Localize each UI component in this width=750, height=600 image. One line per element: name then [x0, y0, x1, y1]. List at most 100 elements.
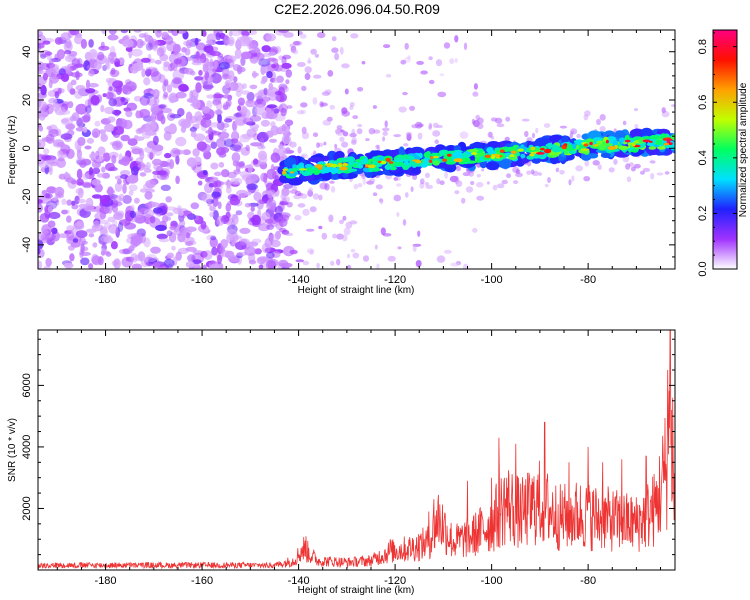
- spectrogram-noise-blob: [309, 249, 314, 255]
- spectrogram-noise-blob: [180, 230, 187, 239]
- spectrogram-noise-blob: [434, 139, 439, 144]
- spectrogram-noise-blob: [76, 178, 84, 186]
- spectrogram-noise-blob: [294, 214, 302, 221]
- spectrogram-signal-blob: [326, 164, 332, 168]
- spectrogram-noise-blob: [38, 260, 43, 269]
- spectrogram-signal-blob: [287, 177, 303, 186]
- spectrogram-noise-blob: [285, 119, 294, 126]
- spectrogram-noise-blob: [38, 109, 46, 121]
- spectrogram-noise-blob: [261, 45, 271, 53]
- spectrogram-noise-blob: [182, 149, 191, 156]
- spectrogram-noise-blob: [227, 180, 232, 189]
- spectrogram-noise-blob: [252, 70, 257, 79]
- spectrogram-noise-blob: [465, 186, 474, 193]
- spectrogram-noise-blob: [330, 260, 335, 266]
- spectrogram-noise-blob: [274, 90, 283, 96]
- spectrogram-signal-blob: [544, 148, 552, 154]
- spectrogram-noise-blob: [230, 178, 240, 185]
- spectrogram-noise-blob: [149, 89, 161, 96]
- spectrogram-noise-blob: [75, 187, 84, 195]
- y-tick-label: 0: [21, 145, 33, 151]
- spectrogram-noise-blob: [245, 144, 250, 152]
- spectrogram-noise-blob: [202, 30, 207, 37]
- spectrogram-noise-blob: [473, 83, 478, 90]
- spectrogram-noise-blob: [599, 114, 606, 121]
- spectrogram-noise-blob: [138, 108, 151, 119]
- spectrogram-noise-blob: [92, 167, 101, 175]
- spectrogram-noise-blob: [69, 30, 80, 36]
- spectrogram-noise-blob: [113, 258, 121, 269]
- spectrogram-noise-blob: [277, 30, 290, 34]
- spectrogram-noise-blob: [472, 91, 479, 97]
- spectrogram-noise-blob: [229, 232, 239, 244]
- spectrogram-noise-blob: [150, 112, 156, 123]
- spectrogram-noise-blob: [571, 175, 575, 182]
- spectrogram-noise-blob: [164, 152, 172, 159]
- spectrogram-noise-blob: [405, 192, 409, 198]
- spectrogram-noise-blob: [372, 105, 377, 109]
- spectrogram-noise-blob: [240, 90, 251, 95]
- spectrogram-noise-blob: [133, 134, 139, 140]
- spectrogram-noise-blob: [147, 68, 152, 76]
- spectrogram-noise-blob: [302, 208, 310, 216]
- spectrogram-noise-blob: [44, 193, 53, 199]
- spectrogram-noise-blob: [428, 56, 433, 61]
- spectrogram-noise-blob: [538, 172, 542, 176]
- spectrogram-noise-blob: [139, 172, 147, 177]
- spectrogram-signal-blob: [384, 164, 392, 171]
- spectrogram-noise-blob: [40, 84, 47, 96]
- spectrogram-noise-blob: [476, 181, 484, 188]
- spectrogram-noise-blob: [82, 126, 88, 133]
- spectrogram-noise-blob: [425, 184, 434, 189]
- spectrogram-noise-blob: [167, 30, 174, 34]
- spectrogram-xlabel: Height of straight line (km): [298, 285, 415, 296]
- x-tick-label: -160: [191, 575, 213, 587]
- spectrogram-noise-blob: [87, 98, 92, 108]
- spectrogram-noise-blob: [297, 146, 302, 154]
- spectrogram-signal-blob: [339, 166, 348, 171]
- spectrogram-noise-blob: [259, 91, 264, 97]
- spectrogram-noise-blob: [362, 177, 366, 186]
- spectrogram-noise-blob: [592, 160, 600, 166]
- spectrogram-noise-blob: [201, 193, 212, 203]
- spectrogram-noise-blob: [51, 57, 61, 63]
- spectrogram-noise-blob: [260, 119, 270, 127]
- spectrogram-noise-blob: [197, 180, 203, 186]
- spectrogram-signal-blob: [587, 153, 599, 159]
- spectrogram-noise-blob: [238, 160, 246, 169]
- spectrogram-noise-blob: [179, 219, 186, 228]
- spectrogram-noise-blob: [642, 167, 651, 172]
- spectrogram-noise-blob: [481, 168, 485, 172]
- spectrogram-noise-blob: [210, 162, 219, 170]
- spectrogram-noise-blob: [60, 133, 73, 140]
- spectrogram-signal-blob: [540, 147, 545, 151]
- spectrogram-noise-blob: [265, 218, 274, 224]
- spectrogram-noise-blob: [158, 104, 167, 109]
- spectrogram-noise-blob: [213, 59, 218, 70]
- spectrogram-noise-blob: [149, 151, 154, 160]
- spectrogram-noise-blob: [312, 132, 319, 137]
- spectrogram-noise-blob: [239, 170, 252, 178]
- spectrogram-noise-blob: [209, 76, 214, 83]
- spectrogram-noise-blob: [309, 206, 317, 213]
- spectrogram-noise-blob: [496, 123, 505, 128]
- spectrogram-noise-blob: [214, 171, 222, 177]
- spectrogram-noise-blob: [225, 203, 232, 212]
- spectrogram-noise-blob: [477, 123, 484, 130]
- spectrogram-noise-blob: [51, 227, 58, 235]
- spectrogram-noise-blob: [270, 164, 275, 173]
- spectrogram-noise-blob: [182, 210, 192, 216]
- spectrogram-noise-blob: [268, 51, 276, 56]
- spectrogram-noise-blob: [202, 63, 209, 73]
- spectrogram-noise-blob: [316, 262, 320, 269]
- spectrogram-noise-blob: [239, 35, 251, 47]
- spectrogram-noise-blob: [156, 30, 161, 33]
- spectrogram-noise-blob: [221, 73, 229, 80]
- spectrogram-noise-blob: [149, 215, 156, 224]
- spectrogram-noise-blob: [357, 87, 364, 92]
- spectrogram-noise-blob: [254, 104, 266, 116]
- spectrogram-noise-blob: [134, 254, 143, 262]
- spectrogram-noise-blob: [227, 36, 235, 47]
- spectrogram-signal-blob: [282, 170, 286, 175]
- spectrogram-noise-blob: [640, 170, 645, 175]
